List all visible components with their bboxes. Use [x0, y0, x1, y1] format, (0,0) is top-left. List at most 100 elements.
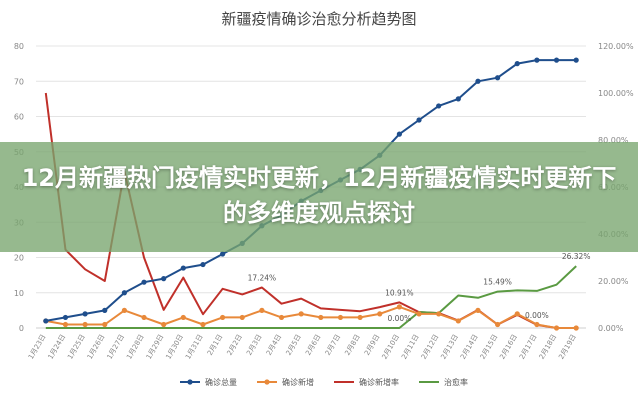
- x-axis-tick-label: 2月18日: [538, 333, 559, 361]
- data-point-确诊总量: [200, 261, 206, 268]
- x-axis-tick-label: 1月23日: [27, 333, 48, 361]
- data-point-确诊总量: [62, 314, 69, 321]
- data-label: 0.00%: [525, 311, 549, 320]
- legend-marker: [264, 379, 270, 385]
- data-point-确诊新增: [278, 314, 285, 321]
- x-axis-tick-label: 2月7日: [324, 333, 342, 357]
- data-point-确诊新增: [102, 321, 108, 328]
- data-point-确诊总量: [436, 103, 442, 109]
- left-axis-tick-label: 0: [19, 324, 24, 333]
- data-point-确诊新增: [416, 311, 422, 317]
- data-point-确诊新增: [239, 314, 245, 321]
- annotations: 17.24% 10.91% 15.49% 0.00% 26.32% 0.00%: [248, 252, 591, 323]
- data-point-确诊总量: [514, 61, 520, 67]
- left-axis-tick-label: 10: [14, 289, 24, 298]
- series-line-确诊新增: [45, 305, 577, 329]
- data-point-确诊总量: [180, 265, 186, 271]
- series-line-治愈率: [45, 265, 577, 329]
- right-axis-tick-label: 0.00%: [598, 324, 624, 333]
- legend-label: 确诊新增: [282, 377, 314, 387]
- x-axis-tick-label: 2月19日: [557, 333, 578, 361]
- x-axis-tick-label: 2月13日: [439, 333, 460, 361]
- x-axis-tick-label: 2月10日: [381, 333, 402, 361]
- left-axis-tick-label: 80: [14, 42, 24, 51]
- data-point-确诊新增: [318, 314, 324, 321]
- x-axis-tick-label: 2月12日: [420, 333, 441, 361]
- x-axis-tick-label: 1月24日: [47, 333, 68, 361]
- data-point-确诊新增: [141, 314, 147, 321]
- legend-label: 治愈率: [444, 377, 468, 387]
- x-axis-tick-label: 2月14日: [459, 333, 480, 361]
- data-point-确诊新增: [495, 321, 501, 328]
- headline-text: 12月新疆热门疫情实时更新，12月新疆疫情实时更新下的多维度观点探讨: [21, 164, 617, 227]
- data-point-确诊新增: [573, 325, 579, 331]
- chart-title: 新疆疫情确诊治愈分析趋势图: [221, 10, 416, 28]
- legend-label: 确诊总量: [205, 377, 237, 387]
- x-axis-tick-label: 1月29日: [145, 333, 166, 361]
- x-axis-tick-label: 1月25日: [66, 333, 87, 361]
- data-point-确诊新增: [220, 314, 226, 321]
- x-axis-ticks: 1月23日 1月24日 1月25日 1月26日 1月27日 1月28日 1月29日 1月30日…: [27, 333, 578, 361]
- x-axis-tick-label: 1月31日: [184, 333, 205, 361]
- data-point-确诊新增: [337, 314, 344, 321]
- data-point-确诊新增: [357, 314, 363, 321]
- x-axis-tick-label: 2月17日: [518, 333, 539, 361]
- data-point-确诊新增: [475, 307, 481, 313]
- data-point-确诊新增: [534, 321, 540, 328]
- data-label: 17.24%: [248, 273, 277, 282]
- right-axis-tick-label: 20.00%: [598, 277, 629, 286]
- data-point-确诊新增: [436, 311, 442, 317]
- data-point-确诊新增: [259, 307, 265, 313]
- data-point-确诊总量: [43, 318, 49, 324]
- x-axis-tick-label: 2月1日: [206, 333, 224, 357]
- data-point-确诊总量: [141, 279, 147, 285]
- data-point-确诊总量: [495, 75, 501, 81]
- right-axis-tick-label: 120.00%: [598, 42, 634, 51]
- data-point-确诊总量: [573, 57, 579, 63]
- data-point-确诊新增: [298, 311, 304, 317]
- x-axis-tick-label: 2月8日: [343, 333, 361, 357]
- x-axis-tick-label: 2月16日: [498, 333, 519, 361]
- x-axis-tick-label: 2月3日: [245, 333, 263, 357]
- data-label: 15.49%: [483, 278, 512, 287]
- left-axis-tick-label: 70: [14, 77, 24, 86]
- data-point-确诊新增: [553, 325, 560, 331]
- data-point-确诊总量: [416, 117, 422, 123]
- data-point-确诊总量: [553, 57, 560, 63]
- x-axis-tick-label: 2月4日: [265, 333, 283, 357]
- legend: 确诊总量 确诊新增 确诊新增率 治愈率: [180, 377, 468, 387]
- right-axis-tick-label: 100.00%: [598, 89, 634, 98]
- left-axis-tick-label: 60: [14, 113, 24, 122]
- legend-marker: [187, 379, 193, 385]
- data-point-确诊总量: [534, 57, 540, 63]
- data-label: 0.00%: [387, 314, 411, 323]
- x-axis-tick-label: 1月30日: [164, 333, 185, 361]
- data-point-确诊新增: [82, 321, 88, 328]
- x-axis-tick-label: 2月6日: [304, 333, 322, 357]
- x-axis-tick-label: 1月28日: [125, 333, 146, 361]
- data-point-确诊新增: [396, 304, 402, 310]
- data-point-确诊总量: [161, 276, 167, 282]
- x-axis-tick-label: 2月9日: [363, 333, 381, 357]
- data-point-确诊新增: [121, 307, 127, 313]
- data-point-确诊总量: [82, 311, 88, 317]
- x-axis-tick-label: 2月2日: [226, 333, 244, 357]
- data-point-确诊总量: [220, 251, 226, 257]
- data-label: 10.91%: [385, 288, 414, 297]
- data-point-确诊新增: [514, 311, 520, 317]
- right-axis-tick-label: 80.00%: [598, 136, 629, 145]
- data-point-确诊总量: [396, 131, 402, 137]
- x-axis-tick-label: 1月27日: [106, 333, 127, 361]
- data-point-确诊新增: [455, 318, 461, 324]
- x-axis-tick-label: 2月15日: [479, 333, 500, 361]
- data-point-确诊新增: [377, 311, 383, 317]
- headline-banner: [0, 142, 638, 252]
- data-point-确诊总量: [102, 307, 108, 313]
- left-axis-tick-label: 20: [14, 254, 24, 263]
- legend-label: 确诊新增率: [359, 377, 399, 387]
- data-point-确诊新增: [200, 321, 206, 328]
- data-label: 26.32%: [562, 252, 591, 261]
- x-axis-tick-label: 2月11日: [400, 333, 421, 361]
- data-point-确诊新增: [180, 314, 186, 321]
- data-point-确诊新增: [161, 321, 167, 328]
